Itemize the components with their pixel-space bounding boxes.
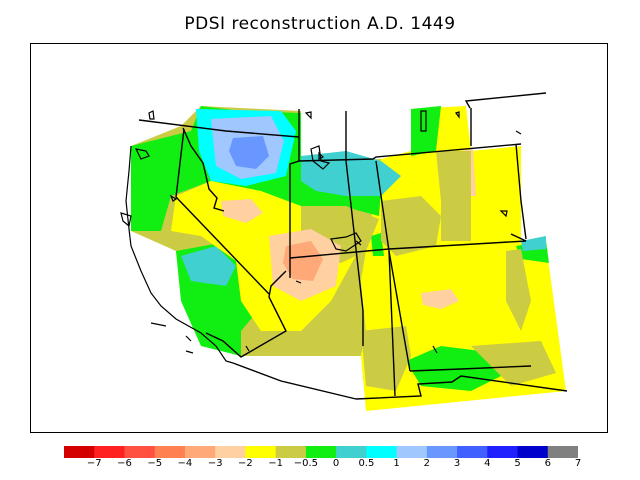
colorbar-tick-label: 3 (453, 458, 461, 469)
pdsi-blue-core (229, 136, 269, 169)
pdsi-olive-south (361, 326, 411, 391)
colorbar-tick-label: 0.5 (358, 458, 375, 469)
colorbar-tick-label: −3 (207, 458, 223, 469)
pdsi-olive-se (471, 341, 556, 386)
coastline (120, 145, 234, 364)
colorbar-tick-label: 5 (514, 458, 521, 469)
colorbar-tick-label: −1 (268, 458, 283, 469)
pdsi-orange-center (283, 241, 323, 281)
colorbar-tick-label: 4 (484, 458, 491, 469)
colorbar-cell (275, 446, 307, 458)
colorbar-tick-label: 6 (544, 458, 551, 469)
colorbar-tick-label: 1 (393, 458, 400, 469)
colorbar-cell (215, 446, 246, 458)
colorbar-tick-label: −4 (177, 458, 193, 469)
colorbar-tick-label: 2 (423, 458, 430, 469)
pdsi-map (120, 92, 568, 411)
colorbar-cell (517, 446, 549, 458)
colorbar-cell (305, 446, 337, 458)
pdsi-field-east (361, 106, 566, 411)
colorbar-tick-label: −2 (238, 458, 253, 469)
colorbar-cell (64, 446, 95, 458)
colorbar-cell (124, 446, 156, 458)
colorbar-tick-label: −0.5 (293, 458, 319, 469)
pdsi-peach-se (421, 289, 459, 309)
pdsi-olive-east2 (436, 151, 471, 241)
colorbar-cell (487, 446, 519, 458)
colorbar-cell (94, 446, 125, 458)
pdsi-teal-west (181, 246, 236, 286)
colorbar-cell (366, 446, 398, 458)
colorbar-cell (457, 446, 488, 458)
pdsi-peach-nw (221, 199, 263, 223)
colorbar-tick-label: −5 (147, 458, 163, 469)
map-title: PDSI reconstruction A.D. 1449 (184, 14, 456, 34)
colorbar-labels: −7 −6 −5 −4 −3 −2 −1 −0.5 0 0.5 1 2 3 4 5 6 7 (0, 458, 640, 472)
colorbar-cell (154, 446, 186, 458)
pdsi-olive-mid (506, 249, 531, 331)
colorbar-cell (336, 446, 367, 458)
colorbar-tick-label: −7 (86, 458, 102, 469)
colorbar-cell (426, 446, 458, 458)
state-boundaries (138, 92, 568, 400)
colorbar-cell (396, 446, 428, 458)
lakes (148, 110, 522, 354)
pdsi-olive-east (381, 196, 441, 256)
colorbar-cell (547, 446, 578, 458)
colorbar-tick-label: 7 (574, 458, 582, 469)
colorbar (64, 446, 578, 458)
pdsi-teal-east (521, 236, 546, 251)
colorbar-cell (184, 446, 216, 458)
map-panel (30, 43, 608, 433)
colorbar-tick-label: 0 (332, 458, 340, 469)
colorbar-tick-label: −6 (117, 458, 132, 469)
colorbar-cell (245, 446, 277, 458)
